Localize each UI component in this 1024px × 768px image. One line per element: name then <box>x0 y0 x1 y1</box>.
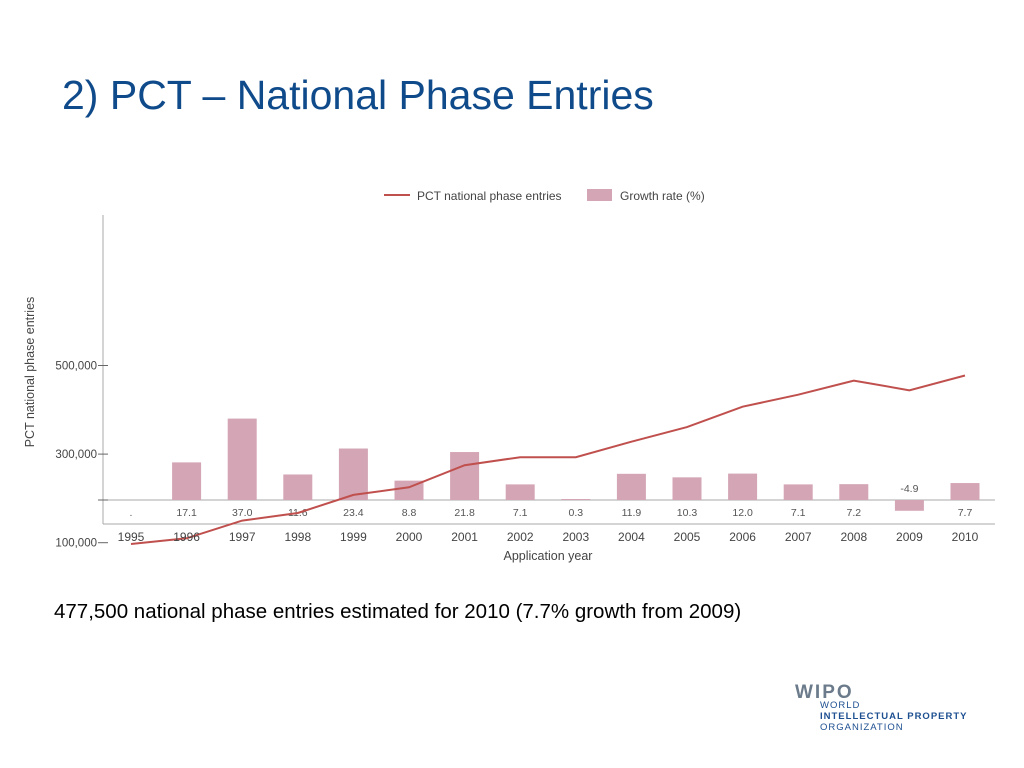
growth-label: 21.8 <box>454 507 475 519</box>
growth-label: 23.4 <box>343 507 364 519</box>
logo-wordmark: WIPO <box>795 682 854 703</box>
growth-label: 17.1 <box>176 507 197 519</box>
x-tick-label: 1998 <box>284 530 311 544</box>
y-tick-label: 100,000 <box>55 538 97 550</box>
growth-bar <box>950 483 980 500</box>
growth-label: . <box>130 507 133 519</box>
logo-org-name: WORLD INTELLECTUAL PROPERTY ORGANIZATION <box>820 700 968 733</box>
growth-bar <box>672 477 702 500</box>
x-tick-label: 2006 <box>729 530 756 544</box>
y-axis-ticks: 500,000 300,000 100,000 <box>55 361 108 550</box>
growth-bar <box>338 448 368 500</box>
growth-bar <box>728 473 758 500</box>
growth-label: 11.9 <box>622 507 642 519</box>
x-tick-label: 2000 <box>396 530 423 544</box>
slide-caption: 477,500 national phase entries estimated… <box>54 600 742 623</box>
legend-line-label: PCT national phase entries <box>417 189 562 203</box>
growth-label: 8.8 <box>402 507 417 519</box>
growth-bar <box>505 484 535 500</box>
x-tick-label: 1997 <box>229 530 256 544</box>
x-tick-label: 2004 <box>618 530 645 544</box>
growth-bar <box>561 499 591 500</box>
growth-bar <box>172 462 202 500</box>
growth-bar <box>783 484 813 500</box>
x-tick-label: 1999 <box>340 530 367 544</box>
growth-label: 7.2 <box>846 507 861 519</box>
x-tick-label: 2002 <box>507 530 534 544</box>
growth-bars <box>172 418 980 511</box>
growth-label: 10.3 <box>677 507 698 519</box>
x-tick-label: 2009 <box>896 530 923 544</box>
growth-label: 7.7 <box>958 507 973 519</box>
growth-label: 0.3 <box>568 507 583 519</box>
growth-label: 7.1 <box>513 507 528 519</box>
x-axis-ticks: 1995 1996 1997 1998 1999 2000 2001 2002 2003 2004… <box>118 530 979 544</box>
y-axis-label: PCT national phase entries <box>23 297 37 448</box>
growth-bar <box>839 484 869 500</box>
x-tick-label: 1995 <box>118 530 145 544</box>
growth-bar <box>283 474 313 500</box>
growth-bar <box>894 500 924 511</box>
legend-bar-swatch <box>587 189 612 201</box>
y-tick-label: 300,000 <box>55 449 97 461</box>
logo-line-2: INTELLECTUAL PROPERTY <box>820 711 968 722</box>
logo-line-1: WORLD <box>820 700 861 711</box>
x-axis-label: Application year <box>504 549 593 563</box>
growth-label: 37.0 <box>232 507 253 519</box>
legend-bar-label: Growth rate (%) <box>620 189 705 203</box>
growth-bar <box>227 418 257 500</box>
growth-label: 7.1 <box>791 507 806 519</box>
x-tick-label: 2007 <box>785 530 812 544</box>
logo-line-3: ORGANIZATION <box>820 722 904 733</box>
x-tick-label: 2001 <box>451 530 478 544</box>
growth-bar <box>450 452 480 500</box>
legend: PCT national phase entries Growth rate (… <box>384 189 705 203</box>
negative-growth-label: -4.9 <box>900 483 918 495</box>
x-tick-label: 2008 <box>840 530 867 544</box>
entries-line <box>130 374 966 545</box>
growth-bar <box>616 473 646 500</box>
x-tick-label: 2010 <box>952 530 979 544</box>
phase-entries-chart: PCT national phase entries Growth rate (… <box>23 189 995 563</box>
x-tick-label: 2003 <box>562 530 589 544</box>
growth-label: 12.0 <box>732 507 753 519</box>
slide-title: 2) PCT – National Phase Entries <box>62 72 654 118</box>
wipo-logo: WIPO WORLD INTELLECTUAL PROPERTY ORGANIZ… <box>795 682 995 734</box>
y-tick-label: 500,000 <box>55 361 97 373</box>
x-tick-label: 1996 <box>173 530 200 544</box>
x-tick-label: 2005 <box>674 530 701 544</box>
